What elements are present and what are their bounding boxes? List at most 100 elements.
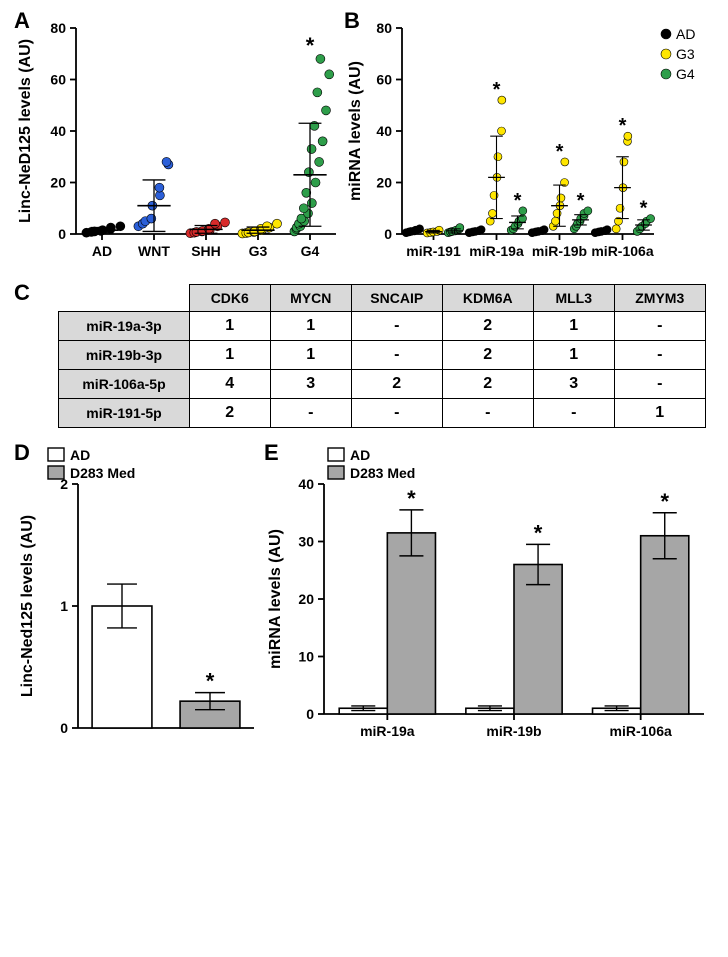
table-header: MYCN — [270, 285, 351, 312]
svg-text:60: 60 — [50, 72, 66, 88]
svg-text:miRNA levels (AU): miRNA levels (AU) — [347, 61, 364, 201]
data-point — [307, 199, 316, 208]
svg-text:*: * — [206, 669, 215, 694]
data-point — [273, 219, 282, 228]
table-header: ZMYM3 — [614, 285, 705, 312]
panel-a-chart: 020406080ADWNTSHHG3G4*Linc-NeD125 levels… — [14, 14, 344, 274]
svg-text:*: * — [660, 489, 669, 514]
panel-e-legend: ADD283 Med — [328, 447, 415, 481]
svg-text:AD: AD — [92, 243, 112, 259]
table-cell: 1 — [533, 312, 614, 341]
table-row-header: miR-19a-3p — [59, 312, 190, 341]
svg-text:*: * — [493, 79, 501, 101]
svg-text:*: * — [640, 198, 648, 220]
svg-text:0: 0 — [60, 720, 68, 736]
svg-text:G3: G3 — [249, 243, 268, 259]
data-point — [551, 217, 559, 225]
svg-text:WNT: WNT — [138, 243, 170, 259]
data-point — [221, 218, 230, 227]
svg-text:miR-19b: miR-19b — [486, 723, 541, 739]
svg-text:0: 0 — [58, 226, 66, 242]
table-header: SNCAIP — [351, 285, 442, 312]
data-point — [155, 183, 164, 192]
svg-text:miR-106a: miR-106a — [591, 243, 653, 259]
svg-text:10: 10 — [298, 649, 314, 665]
table-cell: 1 — [270, 312, 351, 341]
svg-text:80: 80 — [50, 20, 66, 36]
table-cell: 4 — [189, 370, 270, 399]
svg-text:40: 40 — [298, 476, 314, 492]
table-cell: 2 — [442, 370, 533, 399]
table-cell: 3 — [270, 370, 351, 399]
table-cell: 2 — [442, 341, 533, 370]
svg-text:AD: AD — [676, 26, 695, 42]
svg-text:G4: G4 — [676, 66, 695, 82]
data-point — [299, 204, 308, 213]
svg-text:*: * — [306, 33, 315, 58]
svg-text:AD: AD — [70, 447, 90, 463]
svg-text:miR-191: miR-191 — [406, 243, 461, 259]
table-header: KDM6A — [442, 285, 533, 312]
table-cell: - — [351, 341, 442, 370]
svg-text:*: * — [556, 141, 564, 163]
bar — [387, 533, 435, 714]
svg-text:Linc-NeD125 levels (AU): Linc-NeD125 levels (AU) — [17, 39, 34, 223]
svg-text:miRNA levels (AU): miRNA levels (AU) — [267, 529, 284, 669]
svg-text:2: 2 — [60, 476, 68, 492]
table-cell: 2 — [189, 399, 270, 428]
data-point — [488, 209, 496, 217]
svg-text:20: 20 — [298, 591, 314, 607]
panel-e-label: E — [264, 440, 279, 466]
table-cell: - — [614, 312, 705, 341]
table-cell: 2 — [351, 370, 442, 399]
svg-text:D283 Med: D283 Med — [350, 465, 415, 481]
table-header: CDK6 — [189, 285, 270, 312]
svg-text:*: * — [534, 520, 543, 545]
table-cell: 1 — [614, 399, 705, 428]
table-cell: - — [442, 399, 533, 428]
panel-a-label: A — [14, 8, 30, 34]
table-cell: - — [351, 399, 442, 428]
data-point — [494, 153, 502, 161]
panel-e-chart: ADD283 Med010203040miR-19a*miR-19b*miR-1… — [264, 446, 714, 746]
bar — [641, 536, 689, 714]
table-row-header: miR-191-5p — [59, 399, 190, 428]
panel-c-table: CDK6MYCNSNCAIPKDM6AMLL3ZMYM3miR-19a-3p11… — [58, 284, 706, 428]
panel-b-chart: 020406080miR-191miR-19a**miR-19b**miR-10… — [344, 14, 714, 274]
data-point — [620, 158, 628, 166]
table-cell: 1 — [189, 341, 270, 370]
data-point — [315, 157, 324, 166]
svg-text:miR-106a: miR-106a — [610, 723, 672, 739]
svg-text:20: 20 — [376, 175, 392, 191]
data-point — [316, 54, 325, 63]
svg-text:SHH: SHH — [191, 243, 221, 259]
svg-text:*: * — [514, 190, 522, 212]
data-point — [162, 157, 171, 166]
row-3: D ADD283 Med012*Linc-Ned125 levels (AU) … — [14, 446, 714, 746]
svg-text:0: 0 — [384, 226, 392, 242]
svg-text:*: * — [407, 486, 416, 511]
data-point — [313, 88, 322, 97]
panel-d: D ADD283 Med012*Linc-Ned125 levels (AU) — [14, 446, 264, 746]
svg-text:30: 30 — [298, 534, 314, 550]
table-cell: 1 — [189, 312, 270, 341]
svg-text:G3: G3 — [676, 46, 695, 62]
panel-c: C CDK6MYCNSNCAIPKDM6AMLL3ZMYM3miR-19a-3p… — [14, 284, 714, 428]
table-corner — [59, 285, 190, 312]
table-row-header: miR-19b-3p — [59, 341, 190, 370]
data-point — [584, 207, 592, 215]
svg-text:40: 40 — [376, 123, 392, 139]
panel-a: A 020406080ADWNTSHHG3G4*Linc-NeD125 leve… — [14, 14, 344, 274]
svg-text:20: 20 — [50, 175, 66, 191]
table-header: MLL3 — [533, 285, 614, 312]
table-cell: - — [351, 312, 442, 341]
data-point — [612, 225, 620, 233]
table-cell: - — [533, 399, 614, 428]
svg-text:*: * — [619, 115, 627, 137]
svg-text:40: 40 — [50, 123, 66, 139]
panel-d-chart: ADD283 Med012*Linc-Ned125 levels (AU) — [14, 446, 264, 746]
svg-text:miR-19a: miR-19a — [360, 723, 415, 739]
table-cell: 1 — [270, 341, 351, 370]
panel-b-label: B — [344, 8, 360, 34]
svg-text:D283 Med: D283 Med — [70, 465, 135, 481]
